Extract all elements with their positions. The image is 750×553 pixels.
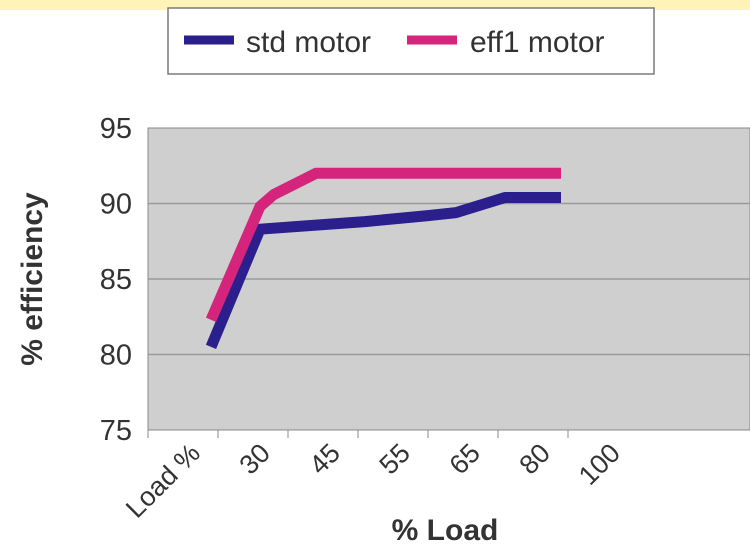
y-tick-label: 75	[100, 415, 132, 447]
series-line-std-motor	[205, 192, 561, 350]
y-tick-label: 95	[100, 113, 132, 145]
top-highlight-strip	[0, 0, 750, 10]
gridlines	[148, 202, 750, 356]
x-axis-label: % Load	[392, 514, 499, 547]
y-axis-ticks: 95 90 85 80 75	[100, 113, 132, 447]
y-axis-label: % efficiency	[16, 192, 49, 366]
legend-label-eff1-motor: eff1 motor	[470, 26, 605, 59]
series-line-eff1-motor	[205, 167, 561, 322]
y-tick-label: 85	[100, 264, 132, 296]
legend-label-std-motor: std motor	[246, 26, 371, 59]
y-tick-label: 90	[100, 189, 132, 221]
y-tick-label: 80	[100, 340, 132, 372]
series-layer	[205, 167, 561, 350]
legend: std motor eff1 motor	[167, 7, 655, 75]
